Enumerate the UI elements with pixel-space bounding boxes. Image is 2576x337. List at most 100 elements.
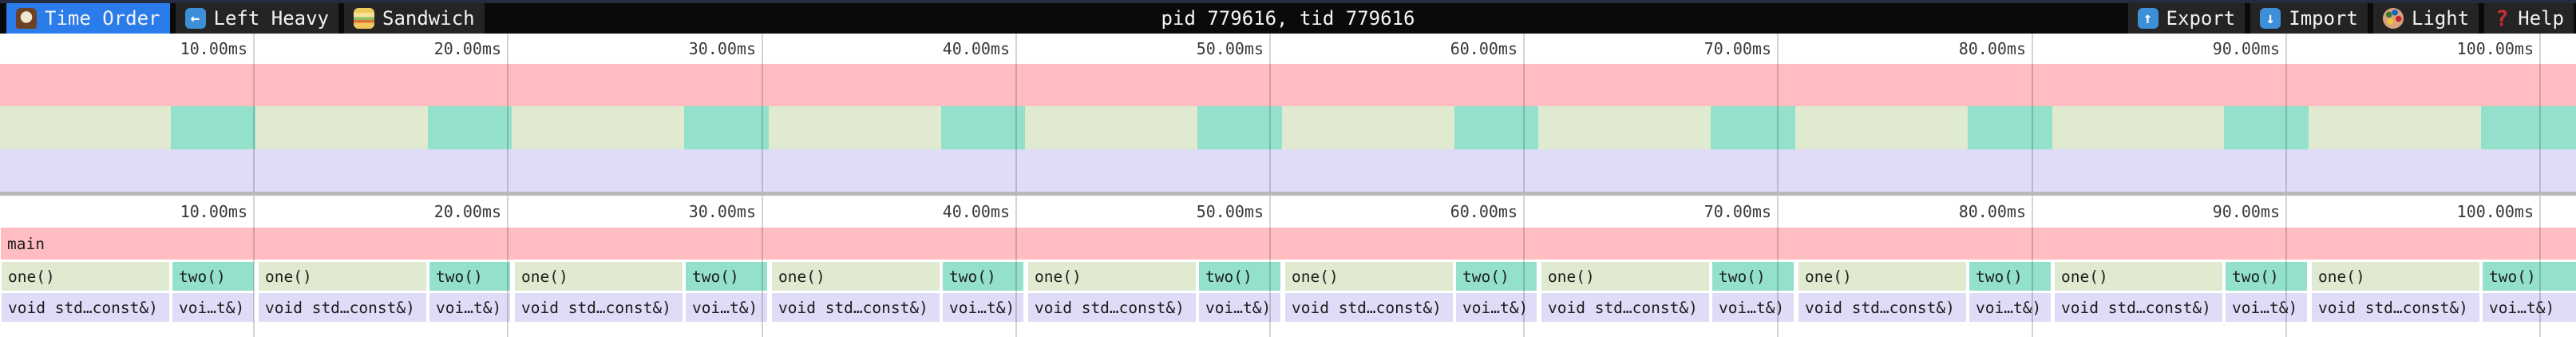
flame-frame[interactable]: void std…const&) xyxy=(1541,293,1709,322)
time-tick-label: 90.00ms xyxy=(2212,39,2280,58)
tab-time-order[interactable]: Time Order xyxy=(6,3,170,34)
time-tick-label: 80.00ms xyxy=(1958,39,2026,58)
time-tick-label: 30.00ms xyxy=(688,202,756,221)
flame-frame[interactable]: one() xyxy=(515,262,683,291)
flame-frame[interactable]: one() xyxy=(2,262,169,291)
time-gridline xyxy=(507,34,508,192)
minimap-band[interactable] xyxy=(0,64,2576,106)
time-gridline xyxy=(1777,34,1779,192)
flame-frame[interactable]: voi…t&) xyxy=(1456,293,1537,322)
time-gridline xyxy=(1523,34,1525,192)
time-gridline xyxy=(1015,34,1017,192)
flame-frame[interactable]: voi…t&) xyxy=(429,293,510,322)
minimap-frame[interactable] xyxy=(428,106,512,149)
time-gridline xyxy=(253,196,255,337)
tab-left-heavy-label: Left Heavy xyxy=(213,7,330,30)
flame-frame[interactable]: voi…t&) xyxy=(1712,293,1794,322)
minimap-frame[interactable] xyxy=(2224,106,2309,149)
time-tick-label: 90.00ms xyxy=(2212,202,2280,221)
time-tick-label: 40.00ms xyxy=(942,39,1010,58)
time-tick-label: 30.00ms xyxy=(688,39,756,58)
flame-frame[interactable]: main xyxy=(1,228,2576,260)
theme-toggle-label: Light xyxy=(2411,7,2470,30)
flame-frame[interactable]: void std…const&) xyxy=(1285,293,1453,322)
minimap-frame[interactable] xyxy=(1454,106,1538,149)
flame-frame[interactable]: voi…t&) xyxy=(686,293,767,322)
flame-frame[interactable]: voi…t&) xyxy=(1199,293,1280,322)
time-tick-label: 70.00ms xyxy=(1703,202,1771,221)
minimap-frame[interactable] xyxy=(1968,106,2052,149)
flame-frame[interactable]: void std…const&) xyxy=(1028,293,1196,322)
flame-frame[interactable]: one() xyxy=(772,262,940,291)
flamechart[interactable]: main one() two() one() two() one() two() one() t… xyxy=(0,196,2576,337)
minimap-frame[interactable] xyxy=(171,106,255,149)
flame-frame[interactable]: two() xyxy=(943,262,1023,291)
flame-frame[interactable]: two() xyxy=(1456,262,1537,291)
theme-toggle-button[interactable]: Light xyxy=(2372,3,2479,34)
flame-frame[interactable]: one() xyxy=(1541,262,1709,291)
toolbar-actions: ↑ Export ↓ Import Light ? Help xyxy=(2123,3,2576,34)
flame-frame[interactable]: void std…const&) xyxy=(1798,293,1966,322)
toolbar-title: pid 779616, tid 779616 xyxy=(1161,7,1415,30)
tab-sandwich[interactable]: Sandwich xyxy=(344,3,485,34)
minimap-frame[interactable] xyxy=(2481,106,2576,149)
flame-frame[interactable]: one() xyxy=(2055,262,2222,291)
flame-frame[interactable]: two() xyxy=(1712,262,1794,291)
flame-frame[interactable]: one() xyxy=(1028,262,1196,291)
flame-frame[interactable]: void std…const&) xyxy=(772,293,940,322)
flame-frame[interactable]: void std…const&) xyxy=(2312,293,2479,322)
flame-frame[interactable]: one() xyxy=(2312,262,2479,291)
flame-frame[interactable]: void std…const&) xyxy=(259,293,426,322)
flame-frame[interactable]: one() xyxy=(1285,262,1453,291)
export-button[interactable]: ↑ Export xyxy=(2127,3,2246,34)
time-gridline xyxy=(1523,196,1525,337)
time-gridline xyxy=(1015,196,1017,337)
time-gridline xyxy=(1269,34,1271,192)
help-button[interactable]: ? Help xyxy=(2484,3,2574,34)
time-gridline xyxy=(507,196,508,337)
time-tick-label: 60.00ms xyxy=(1450,39,1518,58)
time-gridline xyxy=(2032,34,2033,192)
flame-frame[interactable]: two() xyxy=(2483,262,2576,291)
flame-frame[interactable]: one() xyxy=(259,262,426,291)
flame-frame[interactable]: void std…const&) xyxy=(515,293,683,322)
flame-frame[interactable]: voi…t&) xyxy=(1969,293,2051,322)
help-icon: ? xyxy=(2495,6,2509,31)
flame-frame[interactable]: two() xyxy=(429,262,510,291)
time-tick-label: 70.00ms xyxy=(1703,39,1771,58)
minimap[interactable]: 10.00ms 20.00ms 30.00ms 40.00ms 50.00ms 60.00… xyxy=(0,34,2576,192)
time-gridline xyxy=(762,34,763,192)
flame-frame[interactable]: voi…t&) xyxy=(172,293,254,322)
flame-frame[interactable]: voi…t&) xyxy=(943,293,1023,322)
time-gridline xyxy=(2539,34,2541,192)
window-top-edge xyxy=(0,0,2576,3)
flame-frame[interactable]: two() xyxy=(686,262,767,291)
flame-frame[interactable]: voi…t&) xyxy=(2483,293,2576,322)
time-gridline xyxy=(1269,196,1271,337)
tab-left-heavy[interactable]: ← Left Heavy xyxy=(175,3,338,34)
time-tick-label: 20.00ms xyxy=(433,39,501,58)
minimap-band[interactable] xyxy=(0,149,2576,192)
flame-frame[interactable]: two() xyxy=(1969,262,2051,291)
help-label: Help xyxy=(2518,7,2564,30)
minimap-frame[interactable] xyxy=(684,106,769,149)
time-gridline xyxy=(1777,196,1779,337)
minimap-band[interactable] xyxy=(0,106,2576,149)
time-tick-label: 80.00ms xyxy=(1958,202,2026,221)
time-gridline xyxy=(2285,196,2287,337)
flame-frame[interactable]: two() xyxy=(2226,262,2307,291)
flame-frame[interactable]: voi…t&) xyxy=(2226,293,2307,322)
flame-frame[interactable]: void std…const&) xyxy=(2055,293,2222,322)
minimap-frame[interactable] xyxy=(1711,106,1795,149)
flame-frame[interactable]: void std…const&) xyxy=(2,293,169,322)
import-button[interactable]: ↓ Import xyxy=(2250,3,2368,34)
flame-frame[interactable]: two() xyxy=(172,262,254,291)
import-icon: ↓ xyxy=(2260,8,2281,29)
time-tick-label: 50.00ms xyxy=(1196,202,1264,221)
flame-frame[interactable]: two() xyxy=(1199,262,1280,291)
sandwich-icon xyxy=(354,8,374,29)
time-tick-label: 40.00ms xyxy=(942,202,1010,221)
minimap-frame[interactable] xyxy=(941,106,1025,149)
minimap-frame[interactable] xyxy=(1197,106,1282,149)
flame-frame[interactable]: one() xyxy=(1798,262,1966,291)
